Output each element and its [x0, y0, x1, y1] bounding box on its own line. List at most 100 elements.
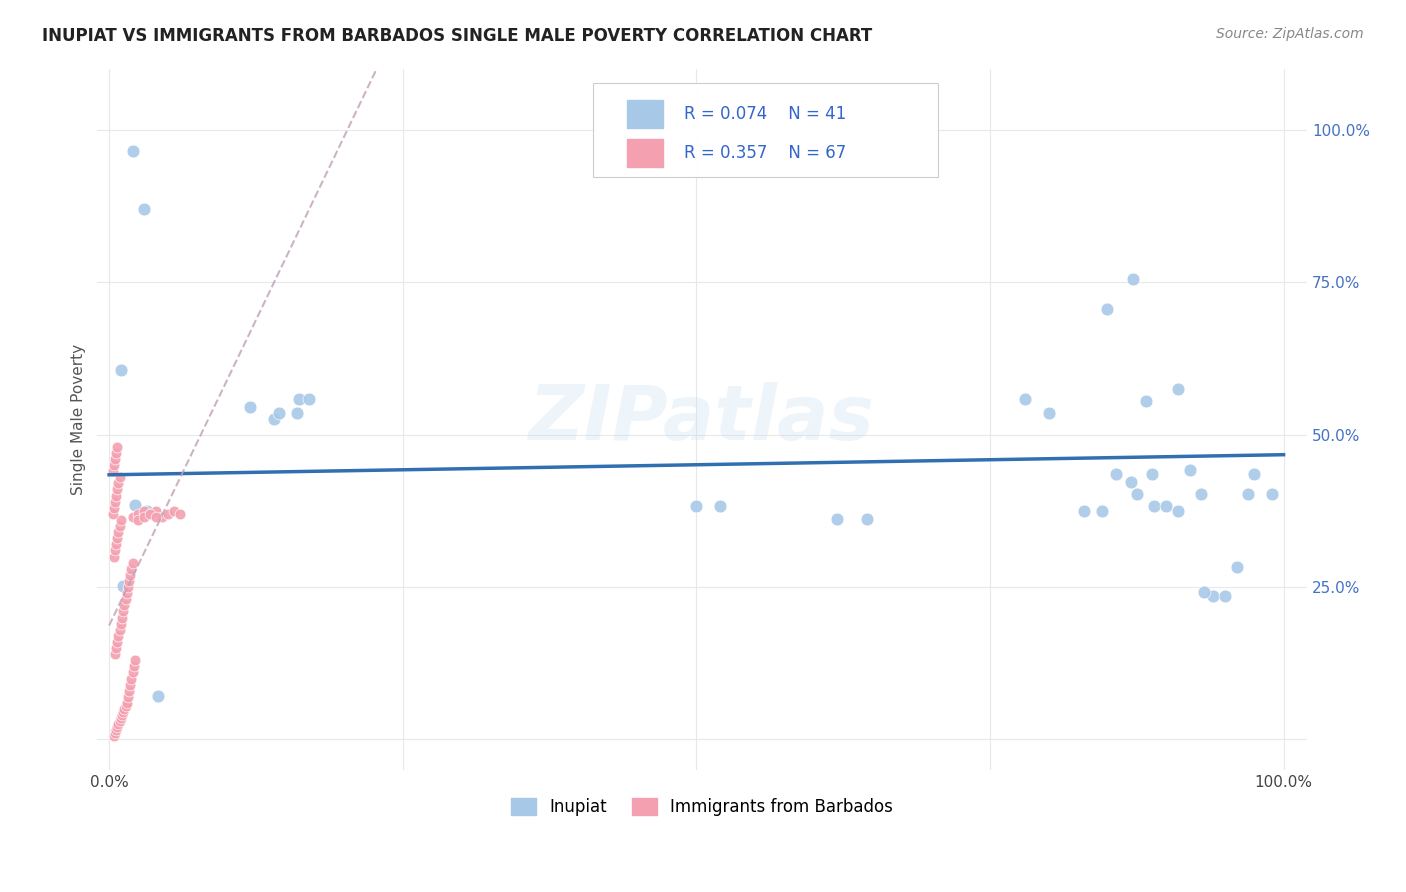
Point [112, 705, 135, 719]
Point [139, 507, 162, 521]
Point [103, 549, 125, 564]
Point [1135, 394, 1157, 409]
Point [298, 392, 321, 406]
Point [709, 500, 731, 514]
Point [1243, 467, 1265, 482]
Point [105, 723, 128, 738]
Point [1122, 272, 1144, 286]
Point [150, 509, 173, 524]
Point [114, 698, 136, 713]
Point [112, 599, 135, 613]
Point [104, 647, 127, 661]
Point [105, 640, 128, 655]
Point [1189, 487, 1212, 501]
Point [101, 464, 124, 478]
Point [115, 586, 138, 600]
Point [107, 629, 129, 643]
Point [269, 406, 291, 420]
Point [110, 363, 132, 377]
Point [105, 537, 128, 551]
Point [1202, 589, 1225, 603]
Point [148, 689, 170, 703]
Point [145, 504, 167, 518]
Point [239, 400, 262, 414]
Point [1237, 487, 1260, 501]
Point [1178, 463, 1201, 477]
Point [156, 507, 179, 521]
Point [108, 714, 131, 729]
Point [1104, 467, 1126, 482]
Point [163, 504, 186, 518]
Point [1261, 487, 1284, 501]
Point [1126, 487, 1149, 501]
Point [110, 513, 132, 527]
Point [104, 451, 127, 466]
Point [108, 623, 131, 637]
Point [103, 500, 125, 515]
Point [1038, 406, 1060, 420]
Point [112, 702, 135, 716]
Point [1154, 500, 1177, 514]
Point [127, 513, 149, 527]
Point [105, 635, 128, 649]
Point [104, 494, 127, 508]
Point [263, 412, 285, 426]
Point [103, 458, 125, 472]
Point [1192, 585, 1215, 599]
Point [139, 507, 162, 521]
Point [1140, 467, 1163, 482]
Legend: Inupiat, Immigrants from Barbados: Inupiat, Immigrants from Barbados [503, 790, 901, 825]
Point [1073, 504, 1095, 518]
Point [105, 483, 128, 497]
Point [169, 507, 191, 521]
Point [120, 677, 142, 691]
Point [1143, 500, 1166, 514]
Point [111, 708, 134, 723]
Text: R = 0.074    N = 41: R = 0.074 N = 41 [685, 105, 846, 123]
Point [124, 498, 146, 512]
Point [118, 574, 141, 588]
Point [105, 489, 128, 503]
Point [120, 562, 142, 576]
Point [135, 504, 157, 518]
Point [108, 470, 131, 484]
Point [117, 690, 139, 704]
Point [107, 717, 129, 731]
Point [124, 653, 146, 667]
Point [1226, 560, 1249, 574]
Point [112, 604, 135, 618]
Point [1119, 475, 1142, 489]
Point [110, 711, 132, 725]
Point [101, 507, 124, 521]
Text: Source: ZipAtlas.com: Source: ZipAtlas.com [1216, 27, 1364, 41]
Point [108, 519, 131, 533]
Point [111, 610, 134, 624]
Point [105, 440, 128, 454]
Point [121, 144, 143, 158]
Text: INUPIAT VS IMMIGRANTS FROM BARBADOS SINGLE MALE POVERTY CORRELATION CHART: INUPIAT VS IMMIGRANTS FROM BARBADOS SING… [42, 27, 873, 45]
Point [117, 580, 139, 594]
Point [127, 507, 149, 521]
Point [105, 446, 128, 460]
Point [120, 567, 142, 582]
Point [115, 696, 138, 710]
Point [121, 556, 143, 570]
Point [104, 726, 127, 740]
FancyBboxPatch shape [593, 83, 938, 178]
Point [145, 509, 167, 524]
Point [1097, 302, 1119, 317]
Point [1167, 504, 1189, 518]
Point [104, 543, 127, 558]
Point [120, 672, 142, 686]
Point [855, 511, 877, 525]
Point [1014, 392, 1036, 406]
Point [285, 406, 308, 420]
Point [685, 500, 707, 514]
Point [118, 683, 141, 698]
Point [1090, 504, 1112, 518]
Bar [627, 138, 664, 167]
Point [134, 504, 156, 518]
Point [107, 525, 129, 540]
Point [121, 665, 143, 680]
Text: R = 0.357    N = 67: R = 0.357 N = 67 [685, 144, 846, 161]
